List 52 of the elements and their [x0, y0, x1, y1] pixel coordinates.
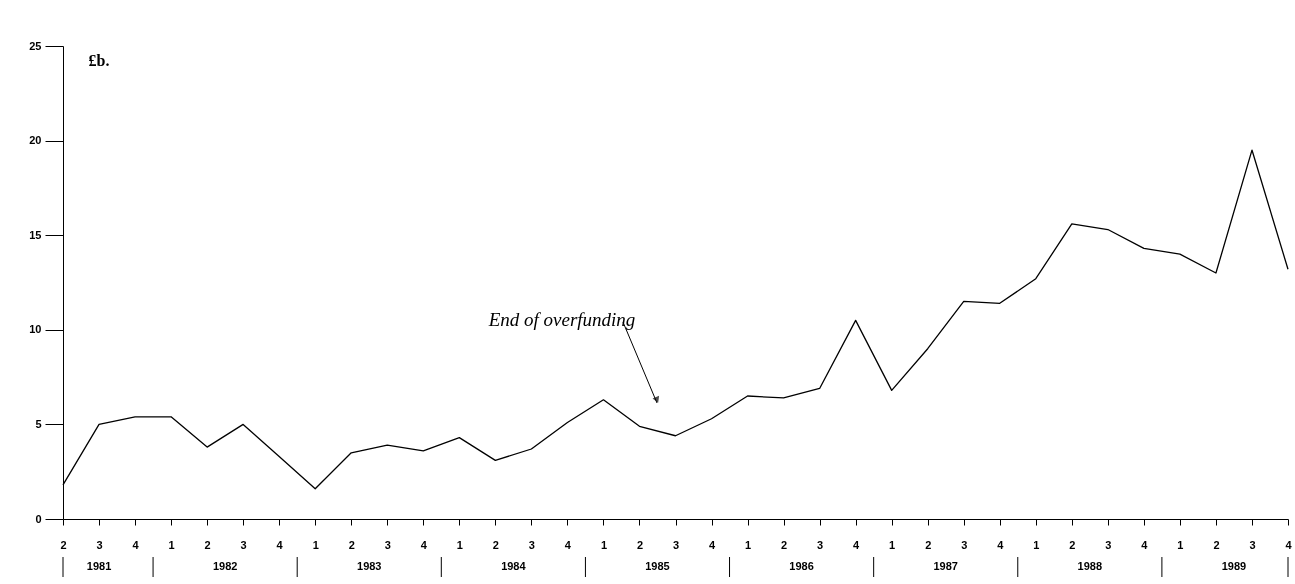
x-tick-label: 3 — [817, 538, 824, 551]
x-tick-label: 4 — [853, 538, 861, 551]
x-tick-label: 4 — [132, 538, 140, 551]
x-tick-label: 3 — [528, 538, 535, 551]
x-tick-label: 1 — [1177, 538, 1184, 551]
x-tick-label: 2 — [492, 538, 499, 551]
x-tick-label: 4 — [276, 538, 284, 551]
y-tick-label: 20 — [29, 134, 42, 147]
x-tick-label: 1 — [600, 538, 607, 551]
x-tick-label: 4 — [708, 538, 716, 551]
x-tick-label: 2 — [1069, 538, 1076, 551]
text: 1983 — [357, 560, 382, 572]
x-tick-label: 1 — [1033, 538, 1040, 551]
x-tick-label: 4 — [420, 538, 428, 551]
x-tick-label: 4 — [564, 538, 572, 551]
text: 1982 — [212, 560, 238, 572]
text: 1987 — [933, 560, 958, 572]
text: 1981 — [86, 560, 112, 572]
y-tick-label: 10 — [29, 323, 42, 336]
x-tick-label: 2 — [1213, 538, 1220, 551]
y-tick-label: 5 — [35, 417, 42, 430]
text: 1988 — [1077, 560, 1103, 572]
text: 1989 — [1221, 560, 1247, 572]
x-tick-label: 3 — [1249, 538, 1256, 551]
y-axis-title: £b. — [88, 51, 110, 69]
x-tick-label: 2 — [60, 538, 67, 551]
x-tick-label: 3 — [961, 538, 968, 551]
x-tick-label: 3 — [672, 538, 680, 551]
x-tick-label: 3 — [384, 538, 391, 551]
x-tick-label: 3 — [240, 538, 247, 551]
y-tick-label: 25 — [29, 39, 42, 52]
x-tick-label: 1 — [456, 538, 463, 551]
annotation: End of overfunding — [487, 309, 636, 330]
text: 1986 — [789, 560, 814, 572]
x-tick-label: 3 — [1105, 538, 1112, 551]
x-tick-label: 2 — [636, 538, 644, 551]
x-tick-label: 1 — [168, 538, 175, 551]
x-tick-label: 4 — [1141, 538, 1149, 551]
x-tick-label: 2 — [925, 538, 932, 551]
x-tick-label: 4 — [997, 538, 1005, 551]
x-tick-label: 4 — [1285, 538, 1293, 551]
y-tick-label: 0 — [35, 512, 42, 525]
x-tick-label: 2 — [348, 538, 355, 551]
y-tick-label: 15 — [29, 228, 42, 241]
x-tick-label: 1 — [312, 538, 319, 551]
x-tick-label: 1 — [889, 538, 896, 551]
x-tick-label: 1 — [745, 538, 752, 551]
x-tick-label: 2 — [781, 538, 788, 551]
text: 1985 — [645, 560, 670, 572]
text: 1984 — [501, 560, 527, 572]
x-tick-label: 3 — [96, 538, 103, 551]
x-tick-label: 2 — [204, 538, 211, 551]
